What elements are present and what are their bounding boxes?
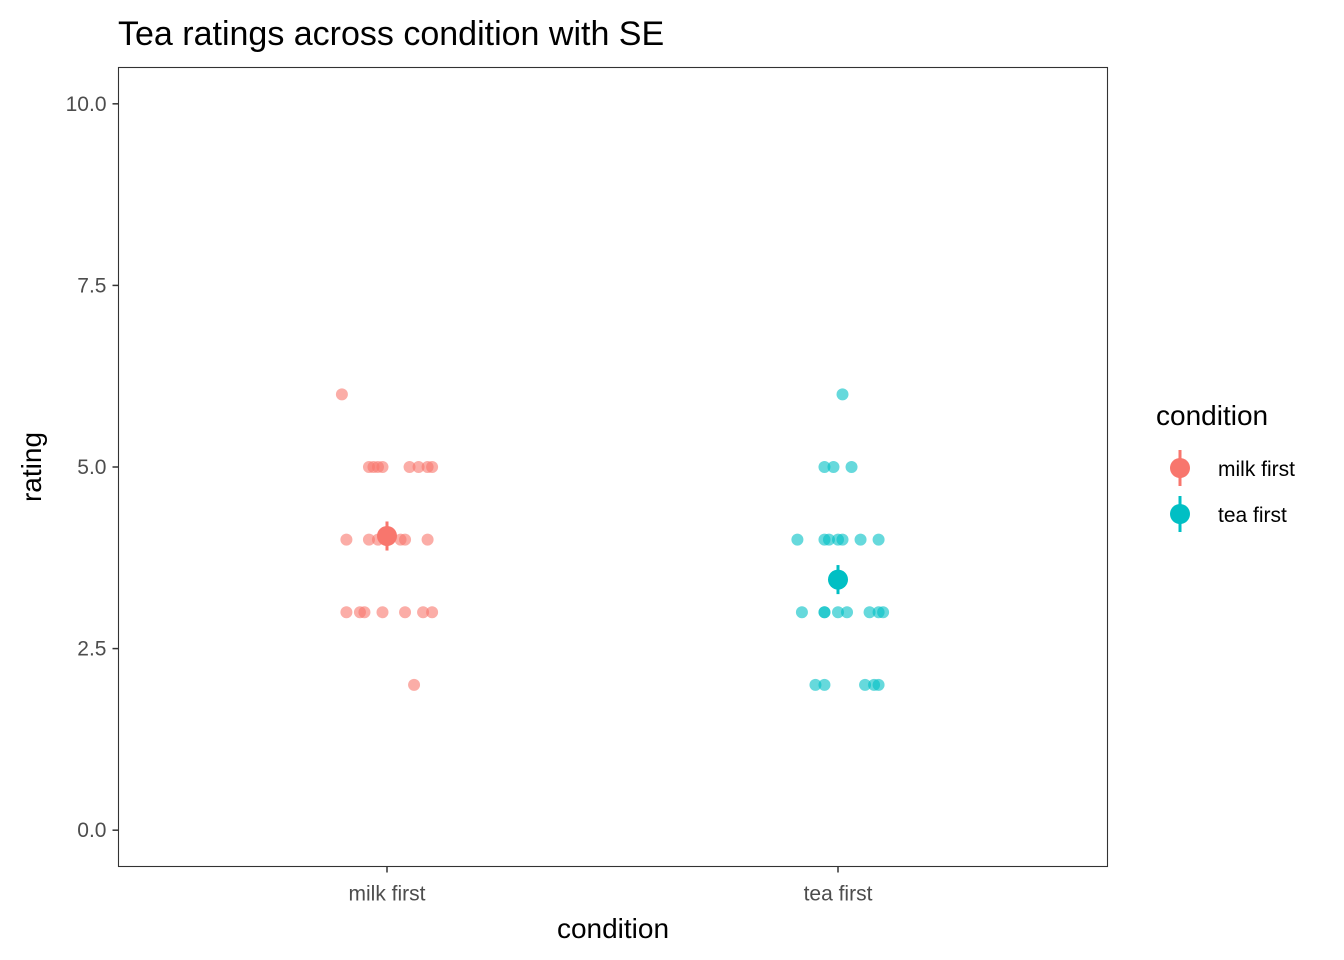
data-point xyxy=(872,533,885,546)
data-point xyxy=(841,606,854,619)
jittered-points xyxy=(335,388,890,691)
x-tick-label: tea first xyxy=(804,883,873,906)
data-point xyxy=(426,461,439,473)
data-point xyxy=(795,606,808,619)
y-axis: 0.0 2.5 5.0 7.5 10.0 xyxy=(66,93,119,842)
data-point xyxy=(832,606,844,619)
data-point xyxy=(376,461,389,473)
plot-panel xyxy=(117,66,1109,868)
y-tick-label: 2.5 xyxy=(77,638,106,661)
mean-point xyxy=(377,526,397,547)
mean-point xyxy=(828,569,848,590)
y-tick-label: 10.0 xyxy=(66,93,107,116)
data-point xyxy=(421,533,434,546)
chart-title: Tea ratings across condition with SE xyxy=(118,15,664,53)
data-point xyxy=(827,461,840,473)
data-point xyxy=(426,606,439,619)
data-point xyxy=(399,533,412,546)
legend-key-point xyxy=(1170,458,1190,478)
data-point xyxy=(877,606,890,619)
y-axis-title: rating xyxy=(16,432,47,502)
data-point xyxy=(362,533,375,546)
legend-label: tea first xyxy=(1218,504,1287,527)
data-point xyxy=(818,606,831,619)
data-point xyxy=(376,606,389,619)
data-point xyxy=(854,533,867,546)
data-point xyxy=(845,461,858,473)
data-point xyxy=(340,533,353,546)
data-point xyxy=(403,461,416,473)
data-point xyxy=(358,606,371,619)
data-point xyxy=(791,533,804,546)
data-point xyxy=(818,678,831,691)
data-point xyxy=(859,678,872,691)
data-point xyxy=(822,533,835,546)
data-point xyxy=(836,533,849,546)
data-point xyxy=(340,606,353,619)
x-tick-label: milk first xyxy=(349,883,426,906)
legend: condition milk first tea first xyxy=(1156,400,1295,532)
y-tick-label: 7.5 xyxy=(77,274,106,297)
data-point xyxy=(809,678,822,691)
data-point xyxy=(836,388,849,401)
data-point xyxy=(872,678,885,691)
data-point xyxy=(399,606,412,619)
data-point xyxy=(335,388,348,401)
x-axis-title: condition xyxy=(557,913,669,944)
y-tick-label: 0.0 xyxy=(77,819,106,842)
data-point xyxy=(417,606,430,619)
legend-title: condition xyxy=(1156,400,1268,431)
mean-se-summaries xyxy=(377,521,848,595)
data-point xyxy=(863,606,876,619)
legend-label: milk first xyxy=(1218,458,1295,481)
x-axis: milk first tea first xyxy=(349,866,873,906)
legend-key-point xyxy=(1170,504,1190,524)
data-point xyxy=(408,678,421,691)
data-point xyxy=(818,461,831,473)
data-point xyxy=(412,461,425,473)
y-tick-label: 5.0 xyxy=(77,456,106,479)
